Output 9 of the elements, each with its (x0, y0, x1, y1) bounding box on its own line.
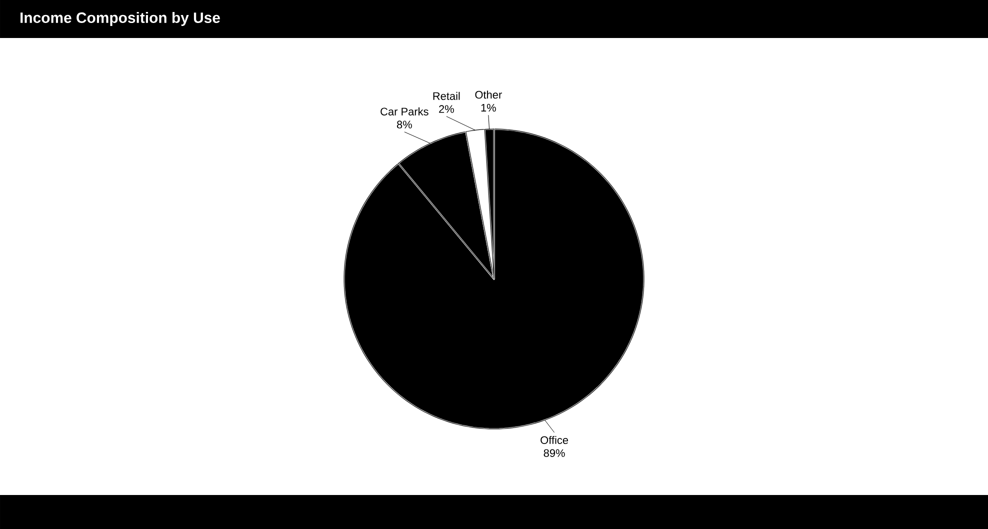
data-label: 89% (544, 449, 565, 457)
text: Income Composition by Use (20, 12, 220, 26)
slice-label: Car Parks (380, 107, 428, 116)
data-label: 8% (396, 120, 412, 128)
data-label: 2% (439, 105, 454, 113)
slice-label: Office (540, 436, 568, 444)
slice-label: Other (475, 90, 502, 99)
data-label: 1% (481, 104, 496, 112)
slice-label: Retail (433, 92, 460, 100)
